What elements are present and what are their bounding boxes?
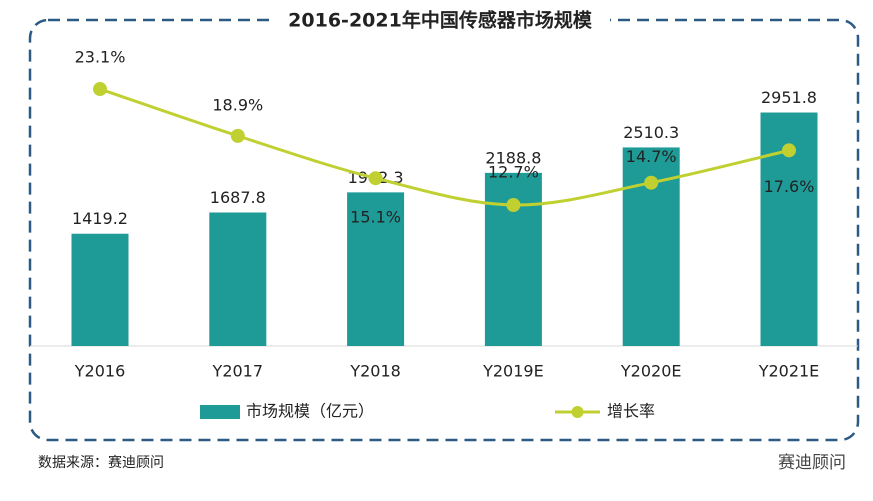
watermark: 赛迪顾问 [778,452,846,473]
chart-title: 2016-2021年中国传感器市场规模 [288,9,593,32]
line-point [230,128,245,143]
x-tick-label: Y2016 [74,362,126,381]
x-tick-label: Y2020E [620,362,682,381]
line-value-label: 23.1% [75,48,126,67]
bar-value-label: 1687.8 [210,188,266,207]
line-value-label: 14.7% [626,147,677,166]
legend-swatch [200,405,240,419]
line-value-label: 17.6% [764,177,815,196]
bar-value-label: 2951.8 [761,88,817,107]
line-point [506,197,521,212]
bar [71,233,129,346]
line-point [368,171,383,186]
bar-value-label: 2510.3 [623,123,679,142]
bar [347,192,405,346]
bar-value-label: 2188.8 [485,148,541,167]
legend-label: 市场规模（亿元） [246,402,374,421]
x-tick-label: Y2021E [758,362,820,381]
legend-swatch [571,406,584,418]
source: 数据来源：赛迪顾问 [38,455,164,471]
frame [28,18,860,442]
line-value-label: 12.7% [488,162,539,181]
line-value-label: 18.9% [212,95,263,114]
line-point [644,175,659,190]
x-tick-label: Y2017 [212,362,264,381]
line [99,87,790,207]
legend-label: 增长率 [607,402,655,421]
line-point [93,82,107,97]
bar-value-label: 1419.2 [72,209,128,228]
bar [209,212,267,346]
title-backdrop [270,6,610,36]
line-point [782,143,796,158]
x-tick-label: Y2018 [349,362,401,381]
line-value-label: 15.1% [350,208,401,227]
x-tick-label: Y2019E [482,362,544,381]
